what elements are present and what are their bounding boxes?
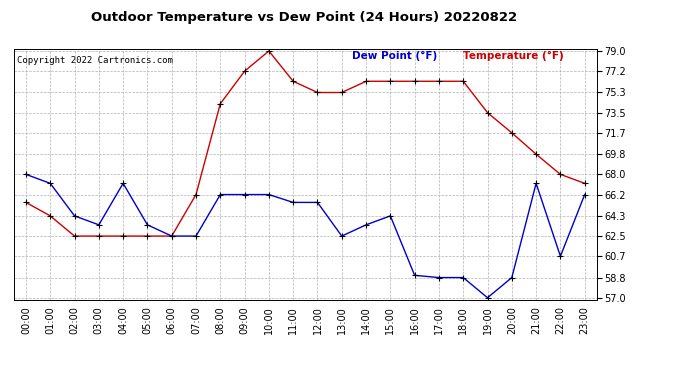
Text: Temperature (°F): Temperature (°F) bbox=[463, 51, 564, 62]
Text: Outdoor Temperature vs Dew Point (24 Hours) 20220822: Outdoor Temperature vs Dew Point (24 Hou… bbox=[90, 11, 517, 24]
Text: Dew Point (°F): Dew Point (°F) bbox=[352, 51, 437, 62]
Text: Copyright 2022 Cartronics.com: Copyright 2022 Cartronics.com bbox=[17, 56, 172, 65]
